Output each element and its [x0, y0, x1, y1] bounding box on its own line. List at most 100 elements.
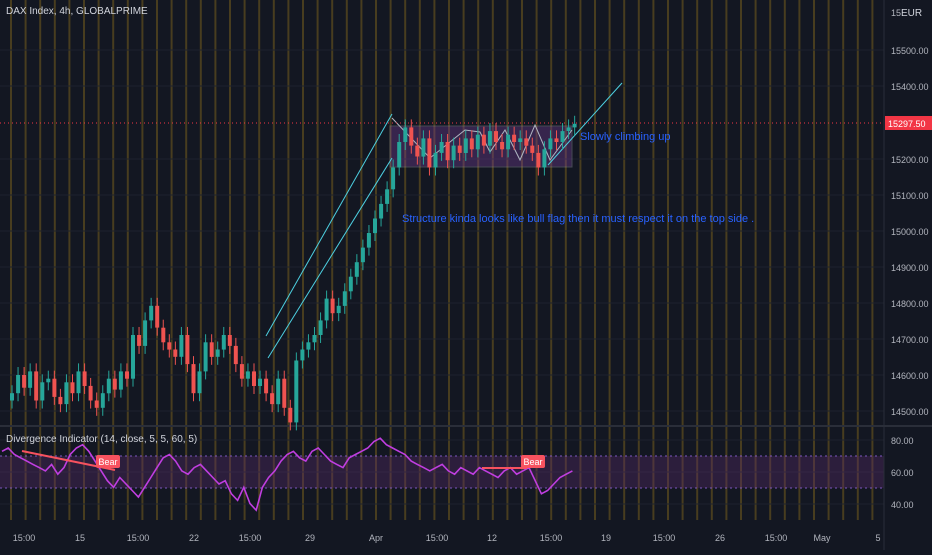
candle-body — [258, 378, 262, 386]
session-stripe — [345, 0, 348, 520]
session-stripe — [404, 0, 407, 520]
candle-body — [518, 138, 523, 142]
candle — [125, 363, 129, 387]
time-tick-label: May — [813, 533, 831, 543]
time-tick-label: Apr — [369, 533, 383, 543]
session-stripe — [112, 0, 115, 520]
candle-body — [324, 298, 329, 321]
session-stripe — [214, 0, 217, 520]
session-stripe — [623, 0, 626, 520]
candle — [131, 326, 135, 387]
time-tick-label: 15 — [75, 533, 85, 543]
candle-body — [409, 127, 414, 146]
candle — [106, 370, 111, 402]
candle-body — [245, 371, 250, 379]
time-tick-label: 15:00 — [765, 533, 788, 543]
candle-body — [28, 371, 33, 388]
candle-body — [348, 276, 353, 292]
candle-body — [221, 335, 226, 350]
candle-body — [100, 393, 105, 408]
candle-body — [40, 382, 45, 401]
candle-body — [227, 335, 232, 346]
candle-body — [46, 378, 51, 383]
price-tick-label: 15100.00 — [891, 191, 929, 201]
candle — [487, 123, 492, 154]
candle — [409, 119, 414, 154]
price-tick-label-top: 15 — [891, 8, 901, 18]
candle-body — [94, 400, 99, 408]
candle — [373, 210, 377, 242]
annotation-bull-flag[interactable]: Structure kinda looks like bull flag the… — [402, 213, 754, 225]
flag-rectangle[interactable] — [389, 125, 573, 168]
candle — [270, 385, 275, 413]
candle — [191, 356, 196, 402]
candle — [445, 133, 450, 169]
candle-body — [475, 134, 480, 150]
candle-body — [82, 371, 87, 386]
candle-body — [469, 138, 474, 150]
candle-body — [373, 218, 377, 234]
candle — [209, 334, 214, 365]
candle — [82, 363, 87, 394]
session-stripe — [564, 0, 567, 520]
candle-body — [276, 378, 281, 405]
candle-body — [34, 371, 39, 401]
flagpole-lower-trendline[interactable] — [267, 157, 393, 359]
time-tick-label: 12 — [487, 533, 497, 543]
price-tick-label: 15200.00 — [891, 155, 929, 165]
breakout-trendline[interactable] — [547, 82, 623, 166]
candle-body — [294, 360, 299, 423]
candle-body — [512, 134, 517, 142]
candle — [463, 130, 468, 161]
candle-body — [300, 349, 305, 361]
price-tick-label: 15400.00 — [891, 82, 929, 92]
session-stripe — [769, 0, 772, 520]
symbol-title[interactable]: DAX Index, 4h, GLOBALPRIME — [6, 6, 148, 17]
currency-label[interactable]: EUR — [901, 8, 922, 19]
flagpole-upper-trendline[interactable] — [265, 113, 393, 337]
candle — [548, 130, 553, 158]
candle — [233, 337, 238, 373]
session-stripe — [798, 0, 801, 520]
indicator-tick-label: 60.00 — [891, 468, 914, 478]
session-stripe — [258, 0, 261, 520]
bear-label-1: Bear — [96, 455, 120, 468]
candle-body — [209, 342, 214, 357]
session-stripe — [68, 0, 71, 520]
candle — [155, 297, 160, 336]
candle-body — [52, 378, 57, 397]
candle-body — [494, 131, 498, 142]
candle-body — [524, 138, 529, 146]
candle — [366, 225, 371, 256]
candle-body — [137, 335, 142, 346]
candle — [542, 141, 547, 176]
candle-body — [149, 305, 154, 321]
candle-body — [397, 142, 402, 168]
candle — [76, 363, 81, 402]
candle — [518, 130, 523, 151]
session-stripe — [185, 0, 188, 520]
candle-body — [58, 396, 63, 405]
candle — [536, 144, 541, 176]
annotation-slowly-climbing[interactable]: Slowly climbing up — [580, 131, 670, 143]
candle — [572, 115, 577, 136]
session-stripe — [433, 0, 436, 520]
candle — [264, 370, 269, 402]
candle — [481, 126, 486, 154]
session-stripe — [813, 0, 815, 520]
candle — [245, 363, 250, 387]
candle-body — [161, 327, 166, 343]
session-stripe — [272, 0, 275, 520]
indicator-title[interactable]: Divergence Indicator (14, close, 5, 5, 6… — [6, 434, 197, 445]
candle — [397, 133, 402, 176]
candle-body — [155, 305, 160, 328]
candle — [330, 290, 335, 322]
candle-body — [379, 203, 384, 219]
bear-label-2: Bear — [521, 455, 545, 468]
candle — [360, 239, 365, 271]
candle-body — [500, 142, 505, 150]
candle-body — [560, 131, 565, 142]
indicator-overbought-band — [0, 456, 884, 488]
indicator-tick-label: 40.00 — [891, 500, 914, 510]
